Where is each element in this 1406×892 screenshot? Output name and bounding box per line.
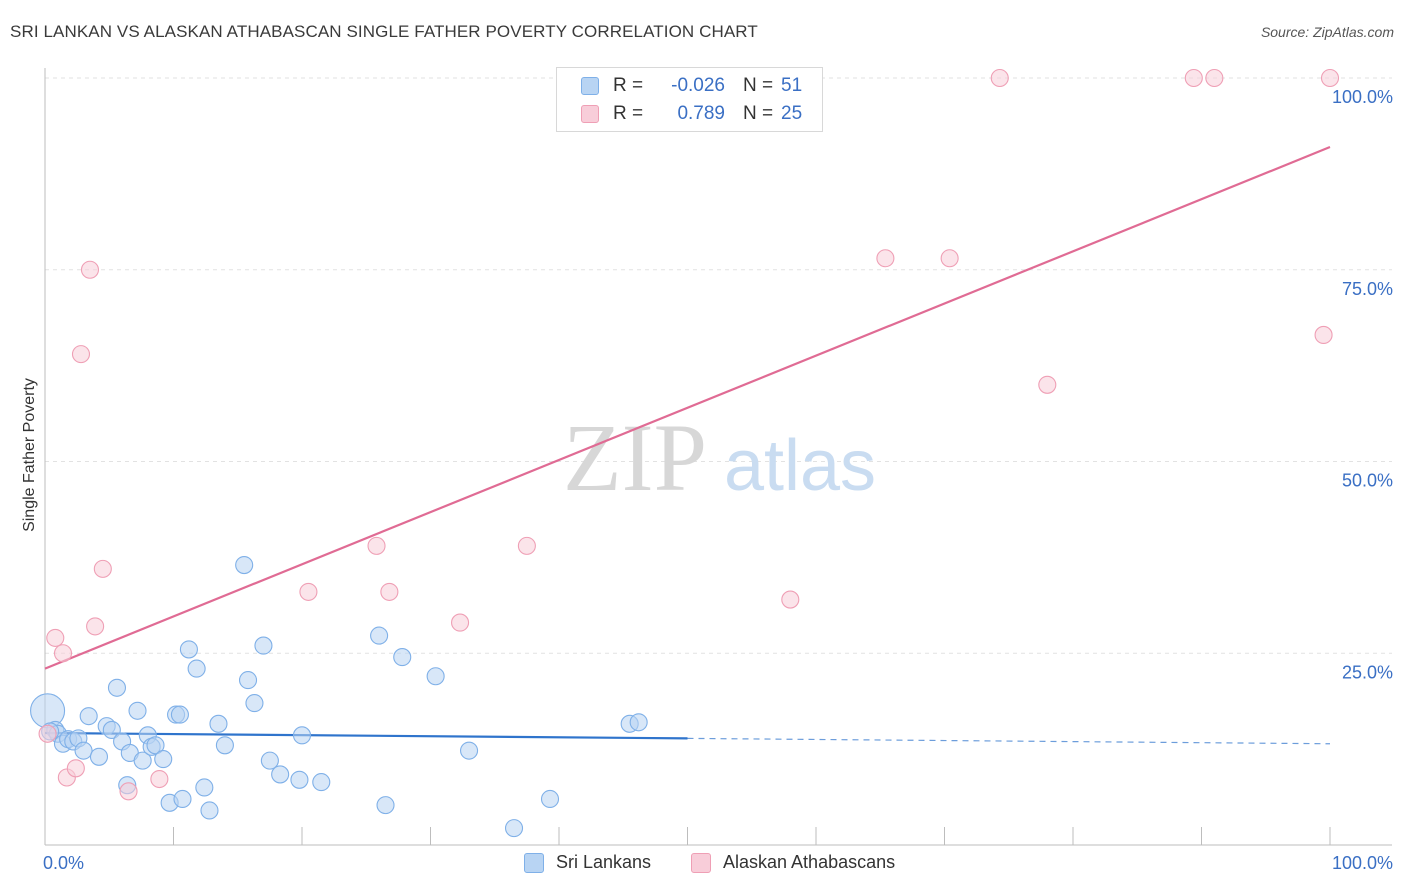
sri-lankan-point [540, 789, 560, 809]
sri-lankan-point [200, 801, 219, 820]
sri-lankan-point [426, 667, 445, 686]
alaskan-athabascan-point [380, 582, 399, 601]
alaskan-athabascan-point [53, 644, 73, 663]
alaskan-athabascan-point [80, 260, 100, 279]
alaskan-athabascan-point [876, 249, 895, 268]
watermark-zip: ZIP [563, 404, 707, 511]
sri-lankan-point [79, 707, 98, 726]
alaskan-athabascan-point [367, 536, 386, 555]
y-tick-label: 75.0% [1342, 279, 1393, 299]
sri-lankan-point [173, 789, 192, 809]
sri-lankan-point [370, 626, 389, 645]
data-points [30, 68, 1340, 838]
alaskan-athabascan-point [299, 582, 318, 601]
sri-lankan-point [504, 819, 524, 838]
alaskan-athabascan-point [1314, 325, 1333, 344]
alaskan-athabascan-point [86, 617, 105, 636]
legend-label: Sri Lankans [556, 852, 652, 872]
x-tick-label: 100.0% [1332, 853, 1393, 873]
alaskan-athabascan-point [781, 590, 800, 609]
trend-line-alaskan-athabascans [44, 146, 1331, 670]
r-value: -0.026 [671, 75, 725, 96]
sri-lankan-point [187, 659, 206, 678]
axes [44, 68, 1392, 846]
legend-swatch-pink [581, 105, 599, 123]
sri-lankan-point [459, 741, 479, 760]
sri-lankan-point [209, 714, 228, 733]
chart-title: SRI LANKAN VS ALASKAN ATHABASCAN SINGLE … [10, 22, 758, 41]
legend-swatch-blue [524, 852, 544, 873]
chart-source: Source: ZipAtlas.com [1260, 24, 1394, 40]
y-tick-label: 25.0% [1342, 662, 1393, 682]
sri-lankan-point [179, 640, 198, 659]
alaskan-athabascan-point [1038, 375, 1057, 394]
alaskan-athabascan-point [1320, 68, 1340, 88]
n-value: 25 [781, 103, 803, 124]
sri-lankan-point [89, 747, 109, 766]
legend-item-sri-lankans[interactable]: Sri Lankans [524, 852, 651, 873]
sri-lankan-point [107, 678, 127, 697]
legend-swatch-pink [691, 852, 711, 873]
alaskan-athabascan-point [451, 613, 470, 632]
r-label: R = [613, 75, 644, 96]
sri-lankan-point [102, 720, 121, 740]
sri-lankan-point [133, 751, 152, 770]
sri-lankan-point [245, 694, 264, 713]
alaskan-athabascan-point [1205, 68, 1224, 88]
legend-row-sri-lankans: R = -0.026 N = 51 [581, 73, 802, 99]
alaskan-athabascan-point [150, 769, 169, 789]
n-label: N = [743, 103, 774, 124]
watermark-atlas: atlas [724, 426, 876, 506]
sri-lankan-point [393, 648, 412, 667]
sri-lankan-point [271, 765, 290, 784]
y-tick-label: 50.0% [1342, 471, 1393, 491]
alaskan-athabascan-point [93, 559, 112, 578]
legend-item-alaskan-athabascans[interactable]: Alaskan Athabascans [691, 852, 895, 873]
legend-swatch-blue [581, 77, 599, 95]
sri-lankan-point [195, 778, 214, 797]
legend-label: Alaskan Athabascans [723, 852, 896, 872]
sri-lankan-point [290, 770, 309, 789]
sri-lankan-point [74, 741, 93, 760]
sri-lankan-point [215, 736, 234, 755]
tick-labels: 100.0% 75.0% 50.0% 25.0% 0.0% 100.0% [43, 87, 1393, 873]
n-value: 51 [781, 75, 803, 96]
sri-lankan-point [170, 705, 189, 724]
alaskan-athabascan-point [71, 345, 91, 364]
y-tick-label: 100.0% [1332, 87, 1393, 107]
sri-lankan-point [376, 796, 395, 815]
legend-row-alaskan-athabascans: R = 0.789 N = 25 [581, 101, 802, 127]
n-label: N = [743, 75, 774, 96]
sri-lankan-point [235, 555, 254, 575]
sri-lankan-point [146, 736, 165, 755]
x-tick-label: 0.0% [43, 853, 84, 873]
sri-lankan-point [260, 751, 279, 770]
r-label: R = [613, 103, 644, 124]
sri-lankan-point [254, 636, 273, 655]
alaskan-athabascan-point [940, 249, 959, 268]
sri-lankan-point [128, 701, 147, 720]
trend-line-extension [687, 737, 1331, 745]
sri-lankan-point [312, 773, 331, 792]
sri-lankan-point [292, 726, 312, 745]
sri-lankan-point [154, 750, 173, 769]
alaskan-athabascan-point [1184, 68, 1203, 88]
alaskan-athabascan-point [66, 759, 85, 778]
alaskan-athabascan-point [46, 628, 65, 647]
alaskan-athabascan-point [990, 68, 1009, 88]
alaskan-athabascan-point [119, 782, 138, 801]
alaskan-athabascan-point [517, 536, 536, 555]
sri-lankan-point [238, 671, 258, 690]
alaskan-athabascan-point [38, 724, 57, 743]
correlation-legend: R = -0.026 N = 51 R = 0.789 N = 25 [556, 67, 823, 132]
r-value: 0.789 [677, 103, 725, 124]
watermark: ZIP atlas [563, 404, 876, 511]
sri-lankan-point [629, 713, 648, 732]
